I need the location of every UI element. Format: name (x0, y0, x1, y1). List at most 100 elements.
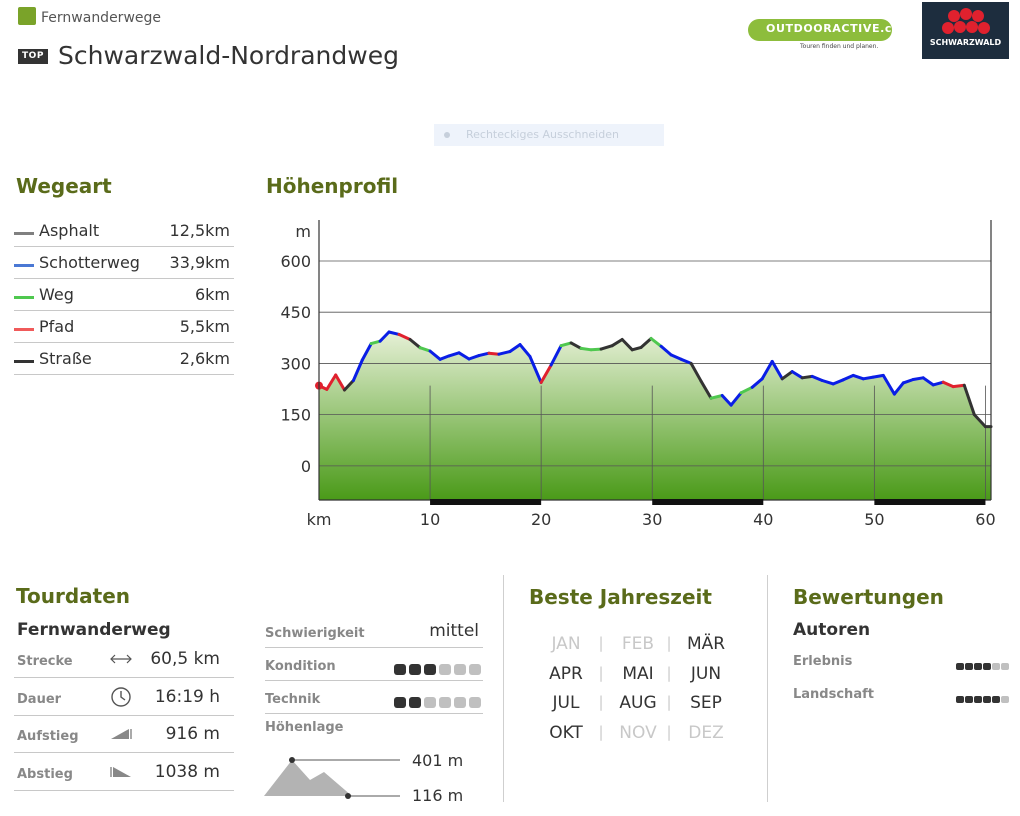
elevation-line-segment (780, 370, 794, 381)
elevation-line-segment (539, 363, 553, 384)
rating-dot (983, 696, 991, 703)
wegeart-value: 33,9km (169, 253, 230, 272)
elevation-line-segment (599, 344, 614, 351)
wegeart-row: Straße 2,6km (14, 343, 234, 375)
x-tick-label: 10 (420, 510, 440, 529)
elevation-line-segment (343, 379, 355, 392)
elevation-line-segment (477, 351, 491, 358)
schwierigkeit-row: Schwierigkeit mittel (265, 615, 483, 648)
ratings-title: Bewertungen (793, 585, 944, 609)
elevation-line-segment (360, 342, 373, 362)
outdooractive-logo-text: OUTDOORACTIVE.com (766, 22, 913, 35)
divider-right (767, 575, 768, 802)
elevation-line-segment (931, 380, 945, 387)
rating-dot (974, 696, 982, 703)
level-dot (454, 664, 466, 675)
wegeart-name: Schotterweg (39, 253, 140, 272)
elevation-line-segment (639, 337, 653, 349)
outdooractive-logo-subtext: Touren finden und planen. (800, 43, 879, 50)
altitude-range-icon (264, 757, 400, 799)
y-tick-label: 150 (280, 406, 311, 425)
hiker-icon (18, 7, 36, 25)
level-dot (469, 697, 481, 708)
tour-stat-value: 60,5 km (150, 649, 220, 669)
tour-stat-value: 916 m (165, 724, 220, 744)
y-tick-label: 450 (280, 303, 311, 322)
rating-dot (974, 663, 982, 670)
elevation-line-segment (729, 391, 743, 407)
tour-stat-row: Dauer 16:19 h (14, 678, 234, 716)
technik-label: Technik (265, 692, 321, 707)
elevation-line-segment (739, 385, 754, 395)
elevation-line-segment (428, 349, 442, 361)
month-separator: | (598, 722, 604, 741)
hoehenlage-label: Höhenlage (265, 720, 344, 735)
elevation-line-segment (334, 373, 346, 392)
tour-stat-label: Abstieg (17, 766, 73, 782)
elevation-line-segment (750, 377, 764, 389)
level-dot (424, 697, 436, 708)
x-tick-label: 50 (864, 510, 884, 529)
elevation-line-segment (720, 394, 733, 407)
rating-dot (983, 663, 991, 670)
rating-dot (992, 663, 1000, 670)
tour-stat-label: Aufstieg (17, 729, 79, 744)
month-label: MÄR (686, 634, 726, 654)
wegeart-swatch (14, 232, 34, 235)
elevation-line-segment (620, 338, 634, 352)
max-altitude: 401 m (412, 751, 464, 770)
wegeart-title: Wegeart (16, 174, 112, 198)
elevation-line-segment (508, 343, 522, 353)
level-dot (469, 664, 481, 675)
distance-arrows-icon (109, 648, 133, 670)
elevation-line-segment (841, 373, 855, 382)
elevation-line-segment (689, 361, 703, 383)
elevation-line-segment (649, 337, 663, 348)
month-label: JAN (551, 634, 581, 654)
month-label: APR (549, 663, 583, 684)
season-row: OKT | NOV | DEZ (546, 723, 730, 747)
elevation-line-segment (528, 355, 543, 384)
level-dot (424, 664, 436, 675)
elevation-line-segment (831, 378, 845, 386)
elevation-line-segment (861, 375, 875, 381)
elevation-line-segment (800, 374, 814, 380)
elevation-line-segment (669, 353, 683, 361)
wegeart-name: Pfad (39, 317, 75, 336)
level-dot (394, 697, 406, 708)
rating-row: Erlebnis (793, 648, 1013, 678)
min-altitude: 116 m (412, 786, 464, 805)
wegeart-swatch (14, 296, 34, 299)
wegeart-row: Weg 6km (14, 279, 234, 311)
month-label: DEZ (688, 722, 724, 743)
month-label: OKT (549, 722, 583, 743)
elevation-line-segment (438, 354, 451, 361)
schwarzwald-logo[interactable]: SCHWARZWALD (922, 2, 1009, 59)
elevation-line-segment (770, 359, 784, 381)
elevation-chart: 0 150 300 450 600 m km 10 20 30 40 50 60 (280, 220, 996, 529)
distance-band (874, 499, 986, 505)
level-dot (409, 697, 421, 708)
tourdaten-title: Tourdaten (16, 584, 131, 608)
elevation-line-segment (962, 383, 976, 417)
snipping-tool-label: Rechteckiges Ausschneiden (466, 128, 619, 141)
wegeart-row: Asphalt 12,5km (14, 215, 234, 247)
outdooractive-logo-pill (748, 19, 892, 41)
y-tick-label: 0 (301, 457, 311, 476)
snipping-tool-overlay[interactable]: Rechteckiges Ausschneiden (434, 124, 664, 146)
rating-dot (965, 663, 973, 670)
elevation-line-segment (569, 341, 583, 350)
elevation-line-segment (921, 376, 935, 387)
outdooractive-logo[interactable]: OUTDOORACTIVE.com Touren finden und plan… (748, 19, 912, 55)
x-tick-label: 40 (753, 510, 773, 529)
elevation-line-segment (699, 379, 713, 400)
elevation-line-segment (408, 338, 422, 350)
elevation-line-segment (487, 351, 501, 356)
elevation-line-segment (881, 373, 896, 396)
level-dot (439, 664, 451, 675)
elevation-line-segment (709, 394, 724, 400)
kondition-row: Kondition (265, 648, 483, 681)
rating-dot (956, 696, 964, 703)
tour-stat-label: Strecke (17, 654, 73, 669)
tour-stat-value: 16:19 h (154, 686, 220, 707)
